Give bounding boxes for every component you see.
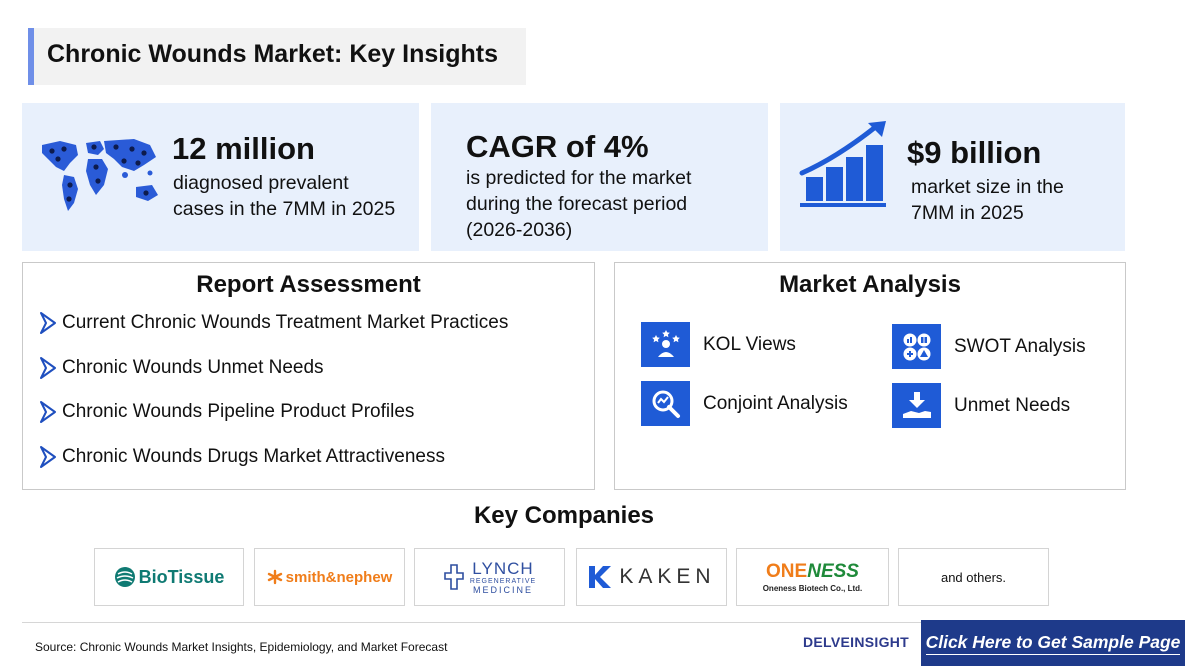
list-item-label: Chronic Wounds Unmet Needs xyxy=(62,357,324,378)
company-logo-others: and others. xyxy=(898,548,1049,606)
company-logo-kaken: KAKEN xyxy=(576,548,727,606)
stat-card-cagr: CAGR of 4% is predicted for the market d… xyxy=(431,103,768,251)
lynch-name: LYNCH xyxy=(472,558,534,578)
stat-line: during the forecast period xyxy=(466,193,688,215)
stat-line: 7MM in 2025 xyxy=(911,202,1024,224)
title-box: Chronic Wounds Market: Key Insights xyxy=(28,28,526,85)
market-analysis-label: Unmet Needs xyxy=(954,394,1071,416)
market-analysis-label: Conjoint Analysis xyxy=(703,392,848,414)
report-assessment-panel: Report Assessment Current Chronic Wounds… xyxy=(22,262,595,490)
list-item: Chronic Wounds Pipeline Product Profiles xyxy=(37,399,414,425)
stat-line: market size in the xyxy=(911,176,1064,198)
list-item-label: Chronic Wounds Drugs Market Attractivene… xyxy=(62,446,445,467)
key-companies-title: Key Companies xyxy=(473,502,655,529)
market-analysis-item-swot: SWOT Analysis xyxy=(892,324,1086,369)
stat-headline: CAGR of 4% xyxy=(466,129,649,164)
stat-description: market size in the 7MM in 2025 xyxy=(911,174,1064,226)
biotissue-logo-text: BioTissue xyxy=(138,566,225,587)
get-sample-page-button[interactable]: Click Here to Get Sample Page xyxy=(921,620,1185,666)
smith-nephew-star-icon xyxy=(267,569,282,585)
chevron-right-icon xyxy=(40,401,56,423)
delveinsight-logo: DELVEINSIGHT xyxy=(802,628,909,656)
market-analysis-item-conjoint: Conjoint Analysis xyxy=(641,381,848,426)
footer-divider xyxy=(22,622,1185,623)
market-analysis-panel: Market Analysis KOL Views xyxy=(614,262,1126,490)
company-logo-smith-nephew: smith&nephew xyxy=(254,548,405,606)
kaken-k-mark-icon xyxy=(589,566,612,588)
conjoint-analysis-icon xyxy=(641,381,690,426)
kol-views-icon xyxy=(641,322,690,367)
chevron-right-icon xyxy=(40,357,56,379)
kaken-logo-text: KAKEN xyxy=(619,565,716,588)
market-analysis-label: SWOT Analysis xyxy=(954,335,1086,357)
world-map-icon xyxy=(42,139,158,211)
unmet-needs-icon xyxy=(892,383,941,428)
stat-line: is predicted for the market xyxy=(466,167,692,189)
lynch-logo-text: LYNCH REGENERATIVE MEDICINE xyxy=(470,560,536,595)
stat-card-prevalence: 12 million diagnosed prevalent cases in … xyxy=(22,103,419,251)
oneness-wordmark: ONENESS xyxy=(766,562,859,581)
stat-line: (2026-2036) xyxy=(466,219,573,241)
company-logo-oneness: ONENESS Oneness Biotech Co., Ltd. xyxy=(736,548,889,606)
others-text: and others. xyxy=(940,569,1007,585)
stat-line: cases in the 7MM in 2025 xyxy=(173,198,396,220)
source-note: Source: Chronic Wounds Market Insights, … xyxy=(35,640,448,654)
list-item: Current Chronic Wounds Treatment Market … xyxy=(37,310,508,336)
get-sample-page-label[interactable]: Click Here to Get Sample Page xyxy=(925,632,1181,655)
stat-description: diagnosed prevalent cases in the 7MM in … xyxy=(173,170,395,222)
market-analysis-label: KOL Views xyxy=(703,333,796,355)
stat-card-market-size: $9 billion market size in the 7MM in 202… xyxy=(780,103,1125,251)
list-item: Chronic Wounds Unmet Needs xyxy=(37,355,324,381)
biotissue-mark-icon xyxy=(114,567,135,587)
list-item-label: Chronic Wounds Pipeline Product Profiles xyxy=(62,401,415,422)
lynch-sub-line: REGENERATIVE xyxy=(469,577,537,585)
oneness-sub-text: Oneness Biotech Co., Ltd. xyxy=(762,583,863,593)
market-analysis-item-unmet-needs: Unmet Needs xyxy=(892,383,1070,428)
stat-line: diagnosed prevalent xyxy=(173,172,349,194)
list-item-label: Current Chronic Wounds Treatment Market … xyxy=(62,312,509,333)
smith-nephew-logo-text: smith&nephew xyxy=(285,568,393,586)
report-assessment-title: Report Assessment xyxy=(196,271,421,298)
delveinsight-text: DELVEINSIGHT xyxy=(803,634,910,650)
company-logo-biotissue: BioTissue xyxy=(94,548,244,606)
page-title: Chronic Wounds Market: Key Insights xyxy=(47,40,498,68)
market-analysis-item-kol: KOL Views xyxy=(641,322,796,367)
market-analysis-title: Market Analysis xyxy=(779,271,961,298)
growth-chart-icon xyxy=(799,121,886,207)
title-accent-bar xyxy=(28,28,34,85)
list-item: Chronic Wounds Drugs Market Attractivene… xyxy=(37,444,445,470)
chevron-right-icon xyxy=(40,312,56,334)
stat-headline: 12 million xyxy=(172,131,315,166)
oneness-wordmark-b: NESS xyxy=(807,560,859,582)
oneness-wordmark-a: ONE xyxy=(766,560,808,582)
lynch-cross-icon xyxy=(444,564,464,590)
lynch-sub-line: MEDICINE xyxy=(472,584,533,595)
swot-icon xyxy=(892,324,941,369)
chevron-right-icon xyxy=(40,446,56,468)
stat-headline: $9 billion xyxy=(907,135,1042,170)
stat-description: is predicted for the market during the f… xyxy=(466,165,691,243)
company-logo-lynch: LYNCH REGENERATIVE MEDICINE xyxy=(414,548,565,606)
